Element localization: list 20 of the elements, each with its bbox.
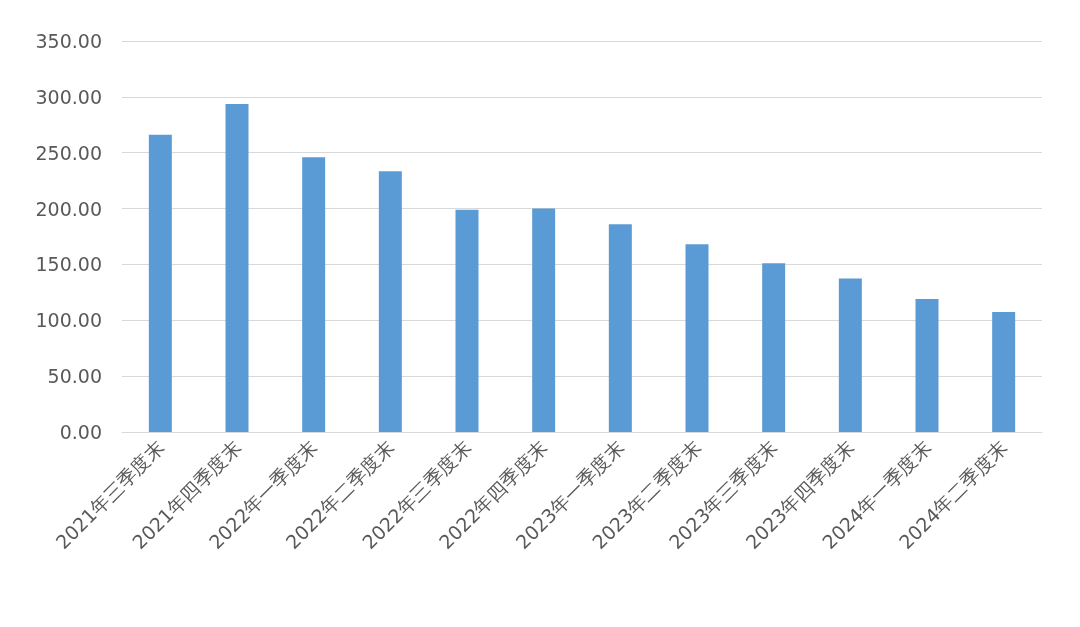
y-tick-label: 200.00 xyxy=(35,197,102,220)
bar xyxy=(915,299,939,432)
bar xyxy=(838,278,862,432)
bar xyxy=(992,311,1016,432)
bar xyxy=(225,104,249,432)
bar xyxy=(532,208,556,432)
bar xyxy=(608,224,632,432)
y-tick-label: 100.00 xyxy=(35,309,102,332)
bar xyxy=(148,134,172,432)
bar xyxy=(685,244,709,432)
bar xyxy=(302,157,326,432)
bar xyxy=(762,263,786,432)
bar xyxy=(378,171,402,432)
y-tick-label: 350.00 xyxy=(35,30,102,52)
y-tick-label: 0.00 xyxy=(59,421,102,443)
y-tick-label: 150.00 xyxy=(35,253,102,276)
bar xyxy=(455,209,479,432)
y-tick-label: 300.00 xyxy=(35,85,102,108)
y-tick-label: 250.00 xyxy=(35,141,102,164)
y-tick-label: 50.00 xyxy=(47,365,102,388)
